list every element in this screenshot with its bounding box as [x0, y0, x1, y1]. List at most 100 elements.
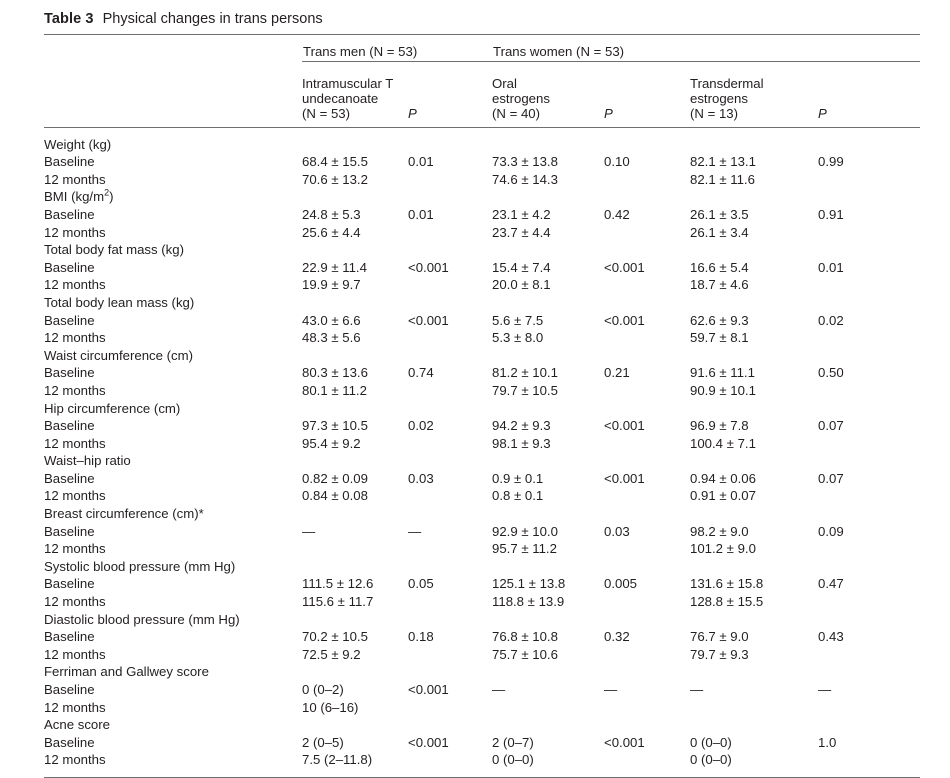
- body-spacer-top: [44, 127, 920, 136]
- row-group-empty-cell: [408, 188, 492, 206]
- group-header-trans-women: Trans women (N = 53): [492, 35, 920, 62]
- column-header-transdermal-line1: Transdermal: [690, 76, 764, 91]
- row-sublabel: 12 months: [44, 594, 106, 610]
- cell-p-intramuscular: 0.03: [408, 470, 434, 486]
- cell-p-transdermal: [818, 224, 920, 242]
- row-sublabel: Baseline: [44, 523, 95, 539]
- cell-value-oral: 2 (0–7): [492, 734, 534, 750]
- table-row-group: Systolic blood pressure (mm Hg): [44, 558, 920, 576]
- cell-p-oral: [604, 487, 690, 505]
- column-header-transdermal: Transdermal estrogens (N = 13): [690, 70, 818, 127]
- cell-p-transdermal: 0.47: [818, 576, 844, 592]
- cell-p-transdermal: [818, 435, 920, 453]
- cell-value-transdermal: 82.1 ± 13.1: [690, 154, 756, 170]
- cell-p-oral: [604, 540, 690, 558]
- column-header-row: Intramuscular T undecanoate (N = 53) P O…: [44, 70, 920, 127]
- row-group-empty-cell: [690, 505, 818, 523]
- row-group-empty-cell: [492, 294, 604, 312]
- cell-value-intramuscular: 22.9 ± 11.4: [302, 259, 367, 275]
- row-label: BMI (kg/m2): [44, 188, 114, 205]
- row-group-empty-cell: [690, 663, 818, 681]
- cell-value-transdermal: 101.2 ± 9.0: [690, 541, 756, 557]
- table-caption: Table 3 Physical changes in trans persons: [44, 10, 323, 28]
- cell-p-oral: [604, 171, 690, 189]
- row-sublabel: 12 months: [44, 382, 106, 398]
- cell-p-intramuscular: [408, 224, 492, 242]
- row-group-empty-cell: [604, 188, 690, 206]
- cell-value-intramuscular: 70.6 ± 13.2: [302, 171, 368, 187]
- row-group-empty-cell: [302, 452, 408, 470]
- row-sublabel: 12 months: [44, 435, 106, 451]
- row-group-empty-cell: [408, 452, 492, 470]
- cell-p-transdermal: 0.02: [818, 312, 844, 328]
- row-group-empty-cell: [492, 505, 604, 523]
- cell-p-transdermal: [818, 699, 920, 717]
- row-group-empty-cell: [492, 188, 604, 206]
- row-group-empty-cell: [690, 347, 818, 365]
- column-header-oral-line2: estrogens: [492, 91, 550, 107]
- row-label: Diastolic blood pressure (mm Hg): [44, 611, 240, 627]
- table-row-group: Hip circumference (cm): [44, 400, 920, 418]
- cell-value-oral: 0 (0–0): [492, 752, 534, 768]
- row-group-empty-cell: [604, 294, 690, 312]
- table-row: Baseline 97.3 ± 10.5 0.02 94.2 ± 9.3 <0.001 9…: [44, 417, 920, 435]
- table-row: Baseline 43.0 ± 6.6 <0.001 5.6 ± 7.5 <0.001 6…: [44, 312, 920, 330]
- table-row: 12 months 10 (6–16): [44, 699, 920, 717]
- cell-p-intramuscular: [408, 487, 492, 505]
- cell-value-intramuscular: 80.1 ± 11.2: [302, 382, 367, 398]
- cell-value-oral: 118.8 ± 13.9: [492, 594, 565, 610]
- cell-value-transdermal: 98.2 ± 9.0: [690, 523, 749, 539]
- cell-value-intramuscular: 10 (6–16): [302, 699, 359, 715]
- group-header-row: Trans men (N = 53) Trans women (N = 53): [44, 35, 920, 62]
- column-header-intramuscular: Intramuscular T undecanoate (N = 53): [302, 70, 408, 127]
- cell-value-intramuscular: 95.4 ± 9.2: [302, 435, 361, 451]
- cell-value-transdermal: 79.7 ± 9.3: [690, 646, 749, 662]
- cell-p-transdermal: 0.91: [818, 206, 844, 222]
- row-group-empty-cell: [818, 241, 920, 259]
- cell-p-intramuscular: —: [408, 523, 422, 539]
- cell-p-intramuscular: [408, 699, 492, 717]
- cell-value-oral: 81.2 ± 10.1: [492, 365, 558, 381]
- cell-value-transdermal: 16.6 ± 5.4: [690, 259, 749, 275]
- cell-value-intramuscular: 72.5 ± 9.2: [302, 646, 361, 662]
- table-row: 12 months 80.1 ± 11.2 79.7 ± 10.5 90.9 ± 10…: [44, 382, 920, 400]
- row-group-empty-cell: [604, 452, 690, 470]
- cell-value-transdermal: 0 (0–0): [690, 752, 732, 768]
- column-header-intramuscular-line2: undecanoate: [302, 91, 379, 107]
- cell-p-oral: [604, 593, 690, 611]
- table-row-group: Weight (kg): [44, 136, 920, 154]
- cell-p-oral: 0.005: [604, 576, 638, 592]
- cell-p-transdermal: [818, 382, 920, 400]
- row-group-empty-cell: [604, 241, 690, 259]
- table-row-group: Total body fat mass (kg): [44, 241, 920, 259]
- row-group-empty-cell: [302, 347, 408, 365]
- cell-value-intramuscular: 68.4 ± 15.5: [302, 154, 368, 170]
- cell-p-transdermal: 0.09: [818, 523, 844, 539]
- row-sublabel: Baseline: [44, 418, 95, 434]
- row-sublabel: Baseline: [44, 629, 95, 645]
- row-sublabel: 12 months: [44, 330, 106, 346]
- body-spacer-bottom: [44, 769, 920, 777]
- cell-value-intramuscular: [302, 540, 408, 558]
- cell-p-transdermal: [818, 329, 920, 347]
- column-header-p-oral: P: [604, 106, 613, 122]
- cell-value-transdermal: 131.6 ± 15.8: [690, 576, 764, 592]
- group-header-blank: [44, 35, 302, 62]
- cell-value-oral: 98.1 ± 9.3: [492, 435, 551, 451]
- row-group-empty-cell: [604, 347, 690, 365]
- row-label: Waist circumference (cm): [44, 347, 193, 363]
- caption-label: Table 3: [44, 11, 94, 27]
- cell-p-intramuscular: <0.001: [408, 682, 449, 698]
- cell-p-intramuscular: 0.01: [408, 206, 434, 222]
- cell-value-oral: 95.7 ± 11.2: [492, 541, 557, 557]
- row-group-empty-cell: [408, 663, 492, 681]
- caption-text: Physical changes in trans persons: [102, 11, 323, 27]
- row-group-empty-cell: [302, 558, 408, 576]
- row-label: Acne score: [44, 717, 110, 733]
- table-row: 12 months 70.6 ± 13.2 74.6 ± 14.3 82.1 ± 11…: [44, 171, 920, 189]
- cell-value-transdermal: 26.1 ± 3.4: [690, 224, 749, 240]
- cell-p-intramuscular: <0.001: [408, 312, 449, 328]
- row-group-empty-cell: [492, 558, 604, 576]
- row-group-empty-cell: [690, 400, 818, 418]
